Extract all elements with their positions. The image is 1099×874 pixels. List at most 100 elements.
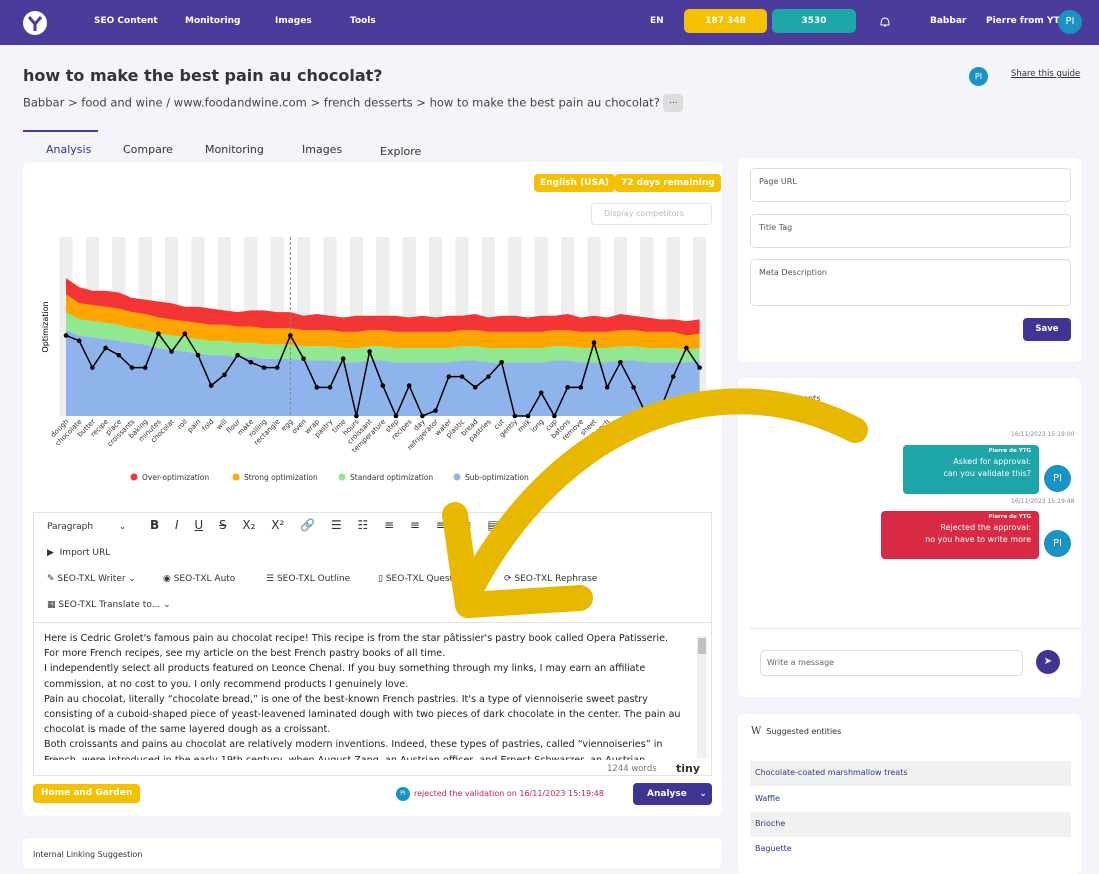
point xyxy=(222,372,227,378)
crumb[interactable]: french desserts xyxy=(323,95,413,110)
entity[interactable]: Brioche xyxy=(750,812,1071,837)
legend-label: Over-optimization xyxy=(142,473,209,482)
share-link[interactable]: Share this guide xyxy=(1011,69,1081,79)
tool-label: SEO-TXL Questions xyxy=(385,574,472,584)
scrollbar[interactable] xyxy=(697,636,707,758)
save-button[interactable]: Save xyxy=(1023,318,1071,341)
area xyxy=(66,278,700,336)
entities-card xyxy=(738,714,1081,874)
divider xyxy=(34,622,711,623)
logo[interactable] xyxy=(22,10,48,36)
comment-author: Pierre de YTG xyxy=(988,448,1031,454)
paragraph: Here is Cedric Grolet's famous pain au c… xyxy=(44,633,669,660)
chart: Optimization doughchocolatebutterrecipep… xyxy=(41,237,707,482)
comment-line: Rejected the approval: xyxy=(940,523,1031,532)
comment-date: 16/11/2023 15:19:48 xyxy=(1011,498,1075,505)
tab[interactable]: Explore xyxy=(380,145,422,158)
comments-title: Comments xyxy=(777,394,821,403)
message-input[interactable]: Write a message xyxy=(760,650,1023,676)
editor-content[interactable]: Here is Cedric Grolet's famous pain au c… xyxy=(44,631,686,760)
tool[interactable]: ◉ SEO-TXL Auto xyxy=(163,574,236,584)
avatar: PI xyxy=(1044,530,1071,557)
entity[interactable]: Waffle xyxy=(755,794,780,803)
avatar[interactable]: PI xyxy=(1058,10,1082,34)
nav-item[interactable]: Monitoring xyxy=(185,16,241,26)
bell[interactable] xyxy=(878,15,892,29)
nav-item[interactable]: Images xyxy=(275,16,312,26)
section-title: Internal Linking Suggestion xyxy=(33,850,143,859)
tool-label: SEO-TXL Outline xyxy=(276,574,351,584)
crumb[interactable]: Babbar xyxy=(23,95,65,110)
legend-swatch xyxy=(338,473,346,481)
button-label: Analyse xyxy=(647,789,687,799)
paragraph: Both croissants and pains au chocolat ar… xyxy=(44,739,663,760)
meta-input[interactable]: Meta Description xyxy=(750,259,1071,306)
credits: 3530 xyxy=(772,9,856,33)
point xyxy=(367,349,372,354)
tab[interactable]: Images xyxy=(302,143,343,156)
crumb[interactable]: food and wine / www.foodandwine.com xyxy=(81,95,307,110)
credits: 187 348 xyxy=(684,9,767,33)
point xyxy=(156,331,161,336)
page-url-input[interactable]: Page URL xyxy=(750,168,1071,202)
point xyxy=(618,360,623,365)
x-tick-label: milk xyxy=(516,417,533,434)
x-tick-label: pain xyxy=(186,418,202,434)
crumb[interactable]: how to make the best pain au chocolat? xyxy=(429,95,660,110)
entities-title: W Suggested entities xyxy=(751,726,842,737)
legend-swatch xyxy=(552,474,558,480)
comment-author: Pierre de YTG xyxy=(988,514,1031,520)
analyse-button[interactable]: Analyse ⌄ xyxy=(633,783,712,805)
page-title: how to make the best pain au chocolat? xyxy=(23,66,383,85)
entity[interactable]: Baguette xyxy=(755,844,792,853)
entity[interactable]: Chocolate-coated marshmallow treats xyxy=(750,761,1071,786)
tool[interactable]: ✎ SEO-TXL Writer ⌄ xyxy=(47,574,136,584)
point xyxy=(644,413,650,419)
user-name[interactable]: Pierre from YTG xyxy=(986,16,1067,26)
tool[interactable]: ⟳ SEO-TXL Rephrase xyxy=(504,574,598,584)
point xyxy=(433,408,438,413)
format: Paragraph xyxy=(47,522,94,532)
format-select[interactable]: Paragraph ⌄ xyxy=(47,522,127,532)
point xyxy=(169,349,174,354)
point xyxy=(182,331,188,336)
point xyxy=(261,365,267,370)
area xyxy=(66,312,700,363)
area xyxy=(66,294,700,350)
point xyxy=(604,385,610,390)
nav-item[interactable]: Tools xyxy=(350,16,376,26)
tab[interactable]: Monitoring xyxy=(205,143,264,156)
tool[interactable]: ▦ SEO-TXL Translate to... ⌄ xyxy=(47,600,171,610)
x-tick-label: long xyxy=(529,418,545,434)
point xyxy=(195,352,201,358)
point xyxy=(248,360,254,365)
point xyxy=(235,352,240,358)
tab[interactable]: Analysis xyxy=(46,143,92,156)
legend-swatch xyxy=(130,473,138,481)
title-input[interactable]: Title Tag xyxy=(750,214,1071,248)
import-url[interactable]: ▶ Import URL xyxy=(47,548,111,558)
point xyxy=(578,385,584,390)
point xyxy=(657,408,663,413)
competitors-dropdown[interactable]: Display competitors xyxy=(591,203,712,225)
point xyxy=(208,383,214,388)
tab-indicator xyxy=(23,130,98,132)
tool[interactable]: ☰ SEO-TXL Outline xyxy=(266,574,351,584)
point xyxy=(354,413,359,419)
linking-card xyxy=(23,838,722,868)
editor xyxy=(33,512,712,776)
tool[interactable]: ▯ SEO-TXL Questions xyxy=(378,574,472,584)
workspace[interactable]: Babbar xyxy=(930,16,967,26)
language[interactable]: EN xyxy=(650,16,664,26)
send-button[interactable]: ➤ xyxy=(1036,650,1060,674)
tab[interactable]: Compare xyxy=(123,143,173,156)
comment-bubble: Pierre de YTG Asked for approval: can yo… xyxy=(903,445,1039,494)
toolbar-icons[interactable]: B I U S X₂ X² 🔗 ☰ ☷ ≡ ≡ ≡ ≡ ▤ ⟨⟩ xyxy=(150,518,525,532)
point xyxy=(340,356,346,362)
point xyxy=(76,338,82,344)
nav-item[interactable]: SEO Content xyxy=(94,16,158,26)
point xyxy=(301,356,306,362)
tool-label: SEO-TXL Translate to... xyxy=(58,600,161,610)
point xyxy=(274,365,280,370)
